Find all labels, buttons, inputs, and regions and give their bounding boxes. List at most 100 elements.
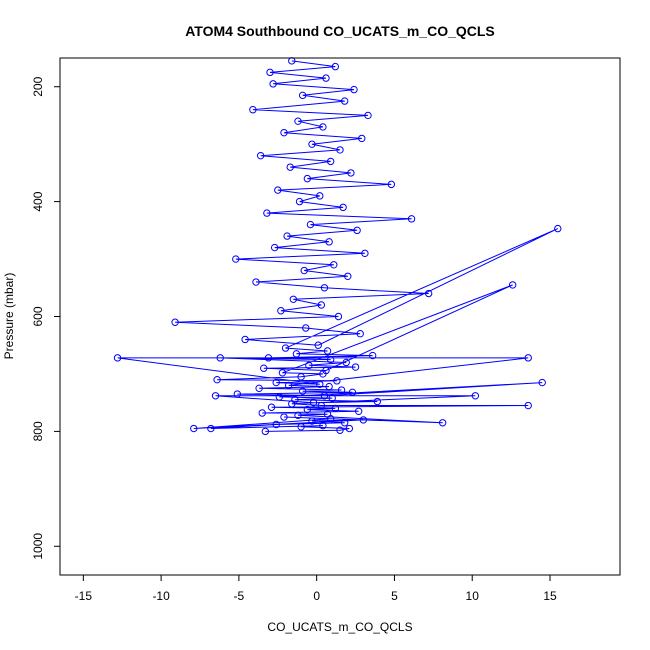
data-point — [255, 384, 263, 393]
data-point — [211, 392, 220, 400]
data-point — [207, 424, 215, 433]
x-tick-label: 0 — [313, 589, 320, 603]
data-point — [295, 197, 304, 206]
data-point — [190, 424, 198, 433]
data-point — [438, 419, 447, 427]
data-point — [252, 278, 260, 286]
data-point — [308, 140, 316, 148]
data-point — [274, 186, 282, 194]
data-point — [340, 97, 349, 105]
data-point — [326, 355, 335, 364]
data-point — [283, 232, 291, 240]
data-point — [319, 370, 327, 378]
data-point — [524, 401, 532, 410]
data-point — [213, 375, 221, 384]
data-point — [322, 74, 330, 82]
x-tick-label: -5 — [234, 589, 245, 603]
data-point — [323, 347, 332, 355]
data-point — [260, 364, 268, 372]
data-point — [339, 203, 347, 212]
data-point — [353, 226, 361, 235]
y-tick-label: 800 — [31, 421, 45, 441]
data-point — [306, 220, 315, 229]
data-point — [336, 426, 344, 434]
data-point — [314, 341, 322, 349]
data-point — [344, 272, 352, 280]
data-point — [317, 301, 326, 309]
data-point — [302, 324, 310, 332]
plot-frame — [59, 57, 621, 576]
data-point — [297, 373, 305, 381]
data-point — [424, 289, 433, 298]
data-point — [364, 111, 372, 120]
data-point — [288, 400, 296, 408]
x-tick-label: 15 — [543, 589, 557, 603]
data-point — [303, 174, 312, 183]
y-tick-label: 1000 — [31, 533, 45, 560]
data-point — [258, 409, 266, 417]
data-point — [309, 398, 318, 407]
data-point — [554, 224, 562, 233]
x-tick-label: -15 — [75, 589, 93, 603]
data-point — [340, 419, 349, 427]
data-point — [303, 405, 312, 414]
data-point — [328, 394, 336, 402]
data-point — [263, 209, 271, 217]
data-point — [269, 80, 277, 88]
y-axis: 200 400 600 800 1000 — [31, 76, 61, 560]
data-point — [292, 350, 301, 358]
data-point — [298, 91, 307, 100]
data-point — [281, 344, 290, 352]
data-point — [241, 335, 249, 344]
data-point — [347, 169, 355, 177]
data-point — [316, 192, 324, 200]
data-point — [171, 318, 179, 326]
data-point — [319, 123, 327, 131]
data-point — [325, 382, 333, 391]
data-point — [342, 358, 350, 367]
data-point — [232, 255, 240, 263]
data-point — [348, 388, 357, 397]
data-point — [326, 157, 335, 166]
data-point — [325, 238, 333, 246]
data-point — [280, 128, 288, 137]
data-point — [508, 281, 517, 289]
series-line — [117, 60, 559, 432]
data-point — [320, 392, 329, 400]
data-point — [333, 377, 341, 385]
data-point — [233, 390, 242, 398]
data-point — [358, 134, 366, 143]
y-tick-label: 200 — [31, 76, 45, 96]
data-point — [320, 284, 329, 292]
series-lines — [117, 60, 559, 432]
data-point — [278, 369, 287, 377]
data-point — [297, 423, 305, 431]
data-point — [326, 415, 335, 423]
x-tick-label: 5 — [391, 589, 398, 603]
data-point — [113, 354, 122, 362]
data-point — [354, 407, 363, 415]
data-point — [350, 85, 358, 94]
data-point — [330, 261, 338, 269]
data-point — [266, 68, 274, 77]
data-point — [261, 427, 270, 436]
data-point — [270, 243, 279, 252]
data-point — [294, 117, 302, 125]
data-point — [277, 307, 285, 315]
data-point — [387, 180, 396, 189]
data-point — [286, 163, 294, 171]
data-point — [264, 354, 273, 362]
chart-title: ATOM4 Southbound CO_UCATS_m_CO_QCLS — [185, 23, 495, 39]
data-point — [294, 411, 302, 420]
y-tick-label: 400 — [31, 191, 45, 211]
data-point — [361, 249, 369, 258]
data-point — [538, 378, 546, 387]
data-point — [275, 393, 284, 401]
data-point — [284, 381, 293, 390]
data-point — [359, 416, 368, 424]
data-point — [471, 392, 480, 400]
data-point — [316, 380, 324, 388]
data-point — [345, 424, 354, 433]
data-point — [305, 361, 313, 370]
data-point — [249, 106, 257, 114]
